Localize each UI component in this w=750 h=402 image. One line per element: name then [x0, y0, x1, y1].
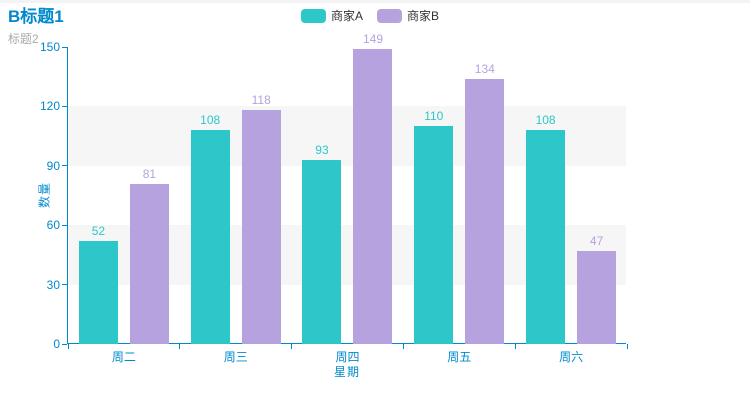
bar-s2-c1[interactable]: [129, 183, 169, 344]
page-top-strip: [0, 0, 750, 3]
bar-s1-c3[interactable]: [302, 159, 342, 344]
legend-label-series-b: 商家B: [407, 9, 440, 23]
y-axis-tick: [62, 284, 67, 286]
bar-value-label: 134: [474, 61, 495, 76]
x-axis-tick: [514, 344, 516, 349]
legend-item-series-b[interactable]: 商家B: [377, 9, 439, 23]
bar-column-s2-c3: 149: [353, 31, 393, 344]
bar-column-s2-c1: 81: [129, 166, 169, 344]
bar-column-s1-c3: 93: [302, 142, 342, 344]
bar-value-label: 118: [251, 93, 271, 108]
x-axis-tick: [291, 344, 293, 349]
x-axis-category-label: 周四: [335, 350, 360, 364]
bar-group-3: 93 149: [292, 32, 404, 344]
chart-title: B标题1: [8, 7, 64, 26]
x-axis-tick: [179, 344, 181, 349]
bar-s2-c4[interactable]: [465, 78, 505, 344]
bar-s1-c5[interactable]: [526, 130, 566, 344]
bar-value-label: 108: [535, 113, 556, 128]
bar-value-label: 108: [200, 113, 221, 128]
bar-value-label: 149: [362, 31, 383, 46]
y-axis-tick-label: 0: [53, 337, 60, 351]
y-axis-tick-label: 150: [39, 40, 60, 54]
bar-value-label: 81: [142, 166, 157, 181]
legend-marker-series-a: [300, 9, 326, 23]
x-axis-category-label: 周三: [223, 350, 248, 364]
y-axis-tick: [62, 224, 67, 226]
x-axis-category-label: 周六: [559, 350, 584, 364]
bar-s2-c5[interactable]: [577, 250, 617, 344]
bar-group-4: 110 134: [403, 47, 515, 344]
title-block: B标题1 标题2: [8, 6, 64, 47]
y-axis-tick: [62, 105, 67, 107]
y-axis-tick-label: 60: [46, 218, 60, 233]
bar-group-1: 52 81: [68, 47, 180, 344]
y-axis-tick: [62, 343, 67, 345]
x-axis-category-label: 周五: [447, 350, 472, 364]
y-axis-tick-label: 30: [46, 277, 60, 292]
x-axis-name: 星期: [333, 365, 361, 379]
x-axis-tick: [626, 344, 628, 349]
bar-value-label: 93: [315, 142, 329, 157]
legend: 商家A 商家B: [300, 9, 439, 23]
bar-value-label: 47: [589, 233, 604, 248]
bar-s2-c3[interactable]: [353, 48, 393, 344]
bar-column-s1-c4: 110: [414, 109, 454, 344]
bar-s1-c1[interactable]: [78, 241, 118, 344]
bar-group-5: 108 47: [515, 47, 627, 344]
bar-s1-c2[interactable]: [190, 130, 230, 344]
bar-column-s2-c4: 134: [465, 61, 505, 344]
y-axis-tick-label: 120: [39, 99, 60, 114]
bar-column-s1-c2: 108: [190, 113, 230, 344]
x-axis-tick: [402, 344, 404, 349]
bar-s2-c2[interactable]: [241, 110, 281, 344]
y-axis-name: 数量: [37, 181, 52, 209]
legend-item-series-a[interactable]: 商家A: [300, 9, 363, 23]
bar-column-s1-c5: 108: [526, 113, 566, 344]
bar-group-2: 108 118: [180, 47, 292, 344]
y-axis-tick: [62, 46, 67, 48]
bar-column-s1-c1: 52: [78, 224, 118, 344]
bar-value-label: 52: [91, 224, 106, 239]
x-axis-category-label: 周二: [111, 350, 136, 364]
x-axis-tick: [67, 344, 69, 349]
y-axis-tick-label: 90: [46, 158, 60, 173]
plot-area: 0 30 60 90 120 150 52 81 周二 108 118 周三 93 149 周四 110 134…: [40, 32, 628, 364]
legend-marker-series-b: [377, 9, 402, 23]
y-axis-tick: [62, 165, 67, 167]
chart-subtitle: 标题2: [8, 32, 39, 46]
bar-column-s2-c5: 47: [577, 233, 617, 344]
legend-label-series-a: 商家A: [330, 9, 363, 23]
bar-column-s2-c2: 118: [241, 93, 281, 344]
bar-value-label: 110: [424, 109, 444, 124]
bar-s1-c4[interactable]: [414, 126, 454, 344]
